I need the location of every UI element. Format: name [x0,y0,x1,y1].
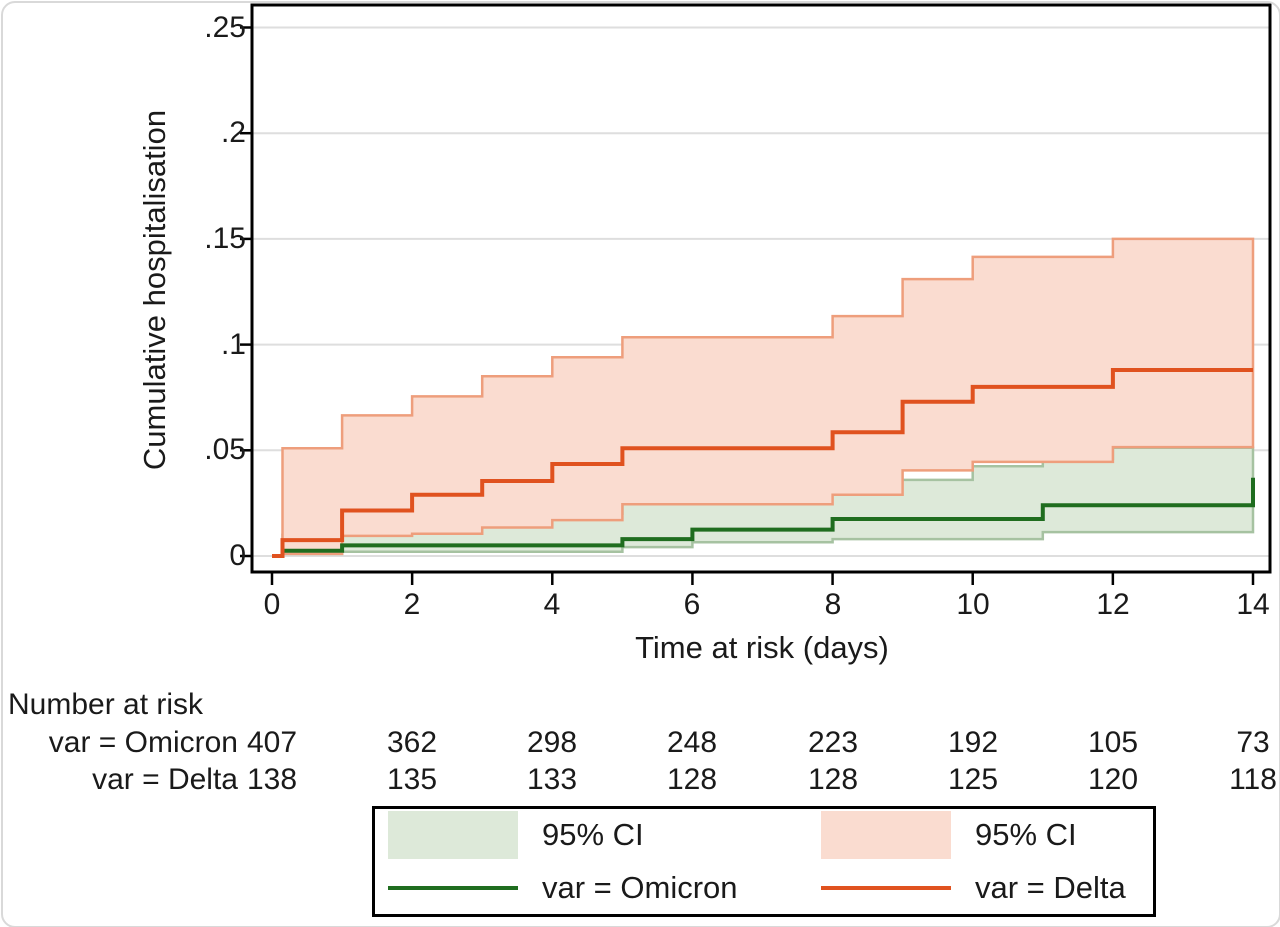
legend-item-omicron-ci: 95% CI [375,809,764,862]
legend-label-delta: var = Delta [975,869,1126,905]
delta-ci-swatch [821,811,951,860]
y-tick-label: .05 [204,433,246,466]
risk-value: 135 [386,763,438,796]
delta-ci-band [281,237,1255,556]
legend-item-omicron-line: var = Omicron [375,862,764,915]
x-tick-label: 12 [1096,588,1130,621]
risk-value: 298 [526,726,578,759]
omicron-line-swatch [388,885,518,890]
risk-row-label-delta: var = Delta [92,763,238,796]
x-tick-label: 14 [1236,588,1270,621]
y-tick-label: .1 [220,328,246,361]
omicron-step-line [272,477,1255,558]
risk-value: 128 [666,763,718,796]
x-tick-label: 6 [683,588,701,621]
risk-value: 138 [246,763,298,796]
legend-label-delta-ci: 95% CI [975,817,1077,853]
y-tick-label: .2 [220,116,246,149]
x-tick-label: 4 [543,588,561,621]
risk-value: 128 [807,763,859,796]
delta-line-swatch [821,885,951,890]
x-tick-label: 2 [403,588,421,621]
x-axis-title: Time at risk (days) [635,630,889,665]
y-tick-label: 0 [229,539,246,572]
y-tick-label: .15 [204,222,246,255]
x-tick-label: 8 [824,588,842,621]
legend-label-omicron: var = Omicron [542,869,738,905]
omicron-ci-swatch [388,811,518,860]
risk-value: 223 [807,726,859,759]
risk-value: 118 [1229,763,1277,796]
risk-value: 73 [1236,726,1270,759]
risk-value: 133 [526,763,578,796]
risk-value: 248 [666,726,718,759]
risk-value: 120 [1087,763,1139,796]
risk-value: 407 [246,726,298,759]
delta-step-line [272,368,1253,558]
legend-item-delta-ci: 95% CI [764,809,1153,862]
x-tick-label: 10 [956,588,990,621]
risk-table-heading: Number at risk [8,688,204,721]
x-tick-label: 0 [263,588,281,621]
risk-value: 192 [947,726,999,759]
plot-frame [250,3,1272,574]
risk-value: 362 [386,726,438,759]
legend-item-delta-line: var = Delta [764,862,1153,915]
legend: 95% CI 95% CI var = Omicron var = Delta [372,806,1156,917]
y-tick-label: .25 [204,11,246,44]
legend-label-omicron-ci: 95% CI [542,817,644,853]
risk-row-label-omicron: var = Omicron [48,726,238,759]
risk-value: 105 [1087,726,1139,759]
risk-value: 125 [947,763,999,796]
